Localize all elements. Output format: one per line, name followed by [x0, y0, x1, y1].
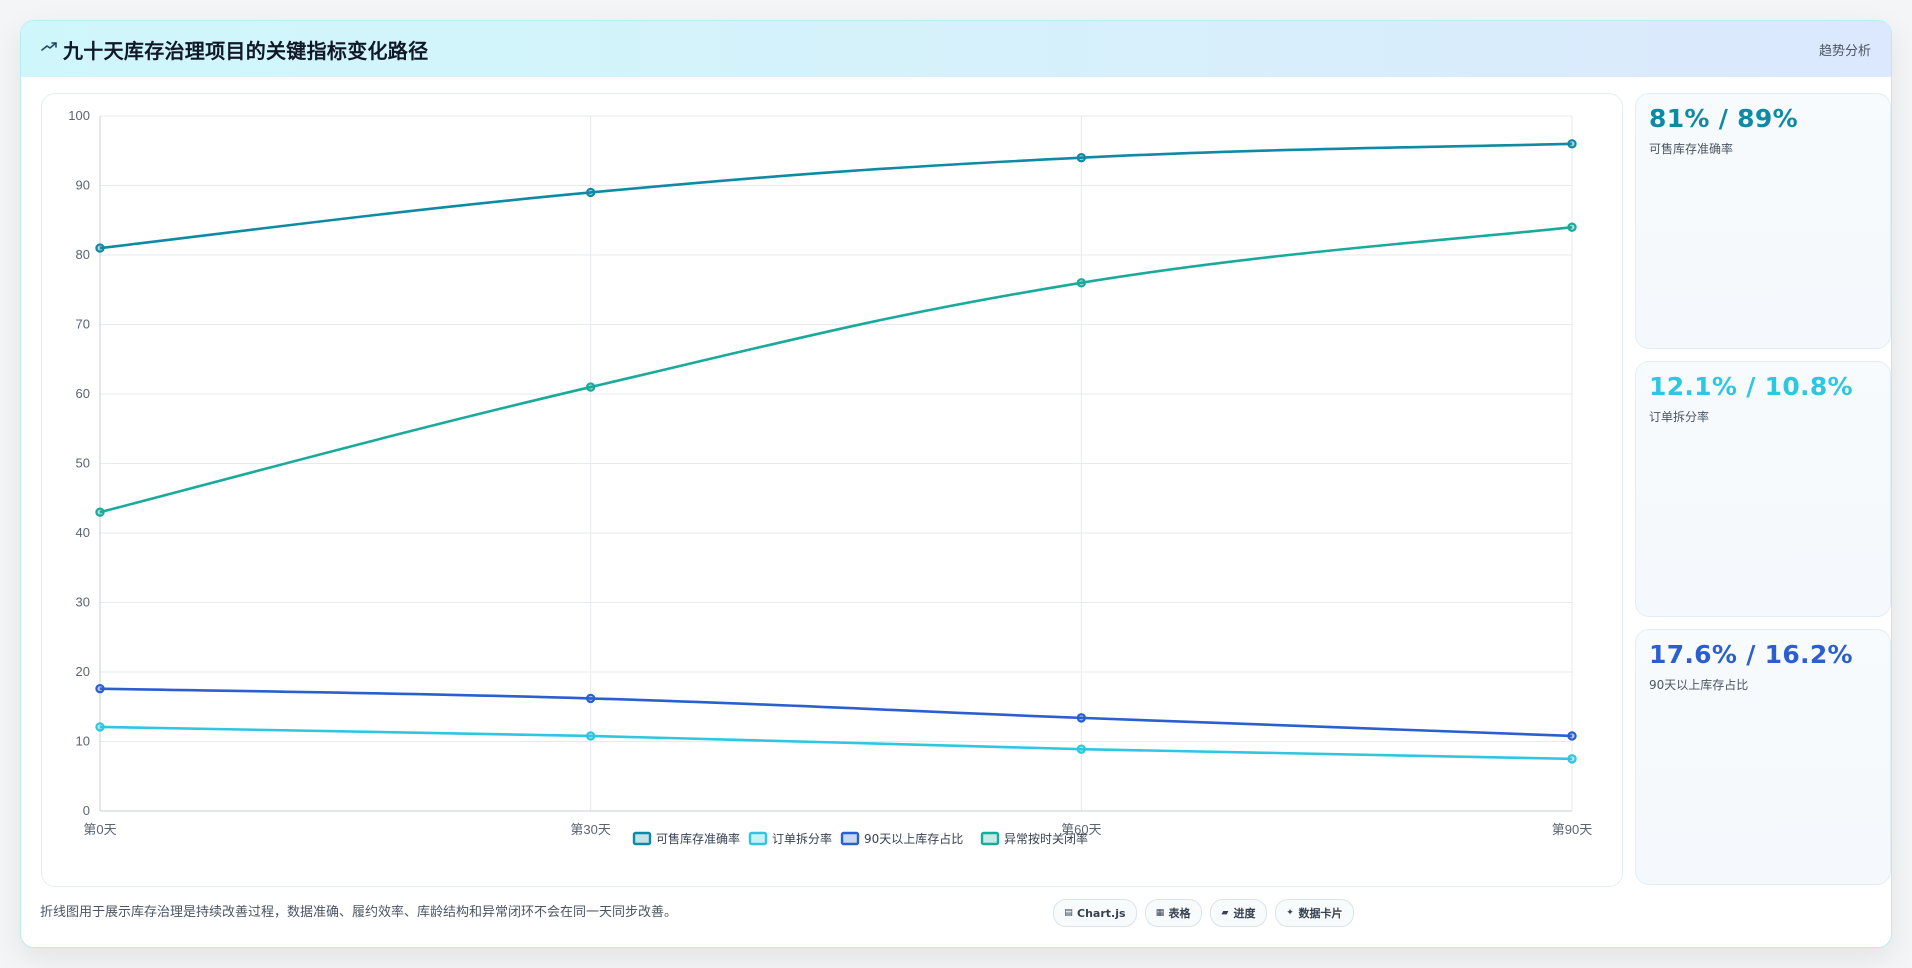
kpi-value: 81% / 89%	[1649, 104, 1798, 133]
chart-icon: ▤	[1064, 907, 1073, 918]
chartjs-pill[interactable]: ▤ Chart.js	[1053, 899, 1137, 927]
kpi-card-accuracy: 81% / 89% 可售库存准确率	[1635, 93, 1891, 349]
legend-label: 90天以上库存占比	[864, 831, 963, 846]
data-point	[1567, 731, 1577, 741]
y-tick-label: 100	[68, 108, 90, 123]
pill-label: 表格	[1168, 907, 1191, 920]
dashboard-card: 九十天库存治理项目的关键指标变化路径 趋势分析 0 10 20 30 40 50 60 70 8…	[20, 20, 1892, 948]
y-tick-label: 30	[76, 595, 90, 610]
kpi-label: 90天以上库存占比	[1649, 678, 1749, 692]
data-card-pill[interactable]: ✦ 数据卡片	[1274, 899, 1354, 927]
legend-swatch	[840, 831, 860, 846]
data-point	[95, 243, 105, 253]
series-line-3	[99, 225, 1573, 514]
data-point	[95, 683, 105, 694]
trend-line-icon	[41, 42, 57, 51]
legend-label: 可售库存准确率	[656, 831, 740, 846]
data-point	[1076, 153, 1087, 163]
card-header: 九十天库存治理项目的关键指标变化路径 趋势分析	[21, 21, 1891, 77]
progress-pill[interactable]: ▰ 进度	[1209, 899, 1267, 927]
y-tick-label: 10	[76, 734, 90, 749]
data-point	[585, 693, 596, 704]
series-line-2	[99, 687, 1573, 738]
kpi-value: 17.6% / 16.2%	[1649, 640, 1853, 669]
y-tick-label: 70	[76, 317, 90, 332]
data-point	[95, 507, 105, 517]
legend-swatch	[980, 831, 1000, 846]
legend-label: 订单拆分率	[772, 831, 832, 846]
page-title: 九十天库存治理项目的关键指标变化路径	[63, 39, 429, 63]
footer-note: 折线图用于展示库存治理是持续改善过程，数据准确、履约效率、库龄结构和异常闭环不会…	[40, 905, 678, 920]
data-point	[1567, 222, 1577, 232]
y-tick-label: 90	[76, 178, 90, 193]
card-icon: ✦	[1286, 907, 1294, 918]
kpi-card-aged-stock: 17.6% / 16.2% 90天以上库存占比	[1635, 629, 1891, 885]
y-tick-label: 60	[76, 386, 90, 401]
x-tick-label: 第90天	[1552, 822, 1592, 837]
data-point	[585, 731, 596, 741]
data-point	[95, 722, 105, 732]
series-line-0	[99, 142, 1573, 250]
view-toggle-group: ▤ Chart.js ▦ 表格 ▰ 进度 ✦ 数据卡片	[1053, 899, 1354, 927]
data-point	[1567, 139, 1577, 149]
kpi-label: 可售库存准确率	[1649, 142, 1734, 156]
y-tick-label: 50	[76, 456, 90, 471]
data-point	[1076, 278, 1087, 288]
kpi-card-split-rate: 12.1% / 10.8% 订单拆分率	[1635, 361, 1891, 617]
y-tick-label: 80	[76, 247, 90, 262]
table-pill[interactable]: ▦ 表格	[1144, 899, 1202, 927]
x-tick-label: 第60天	[1061, 822, 1101, 837]
x-tick-label: 第30天	[570, 822, 610, 837]
legend-swatch	[632, 831, 652, 846]
data-point	[585, 382, 596, 392]
header-tag: 趋势分析	[1818, 44, 1871, 59]
x-tick-label: 第0天	[83, 822, 116, 837]
table-icon: ▦	[1155, 907, 1165, 918]
y-tick-label: 0	[83, 803, 90, 818]
legend-swatch	[748, 831, 768, 846]
data-point	[1076, 713, 1087, 723]
series-line-1	[99, 725, 1573, 761]
legend-label: 异常按时关闭率	[1004, 831, 1088, 846]
chart-panel: 0 10 20 30 40 50 60 70 80 90 100 第0天 第30天 第60天 第90天可售库…	[41, 93, 1623, 887]
data-point	[1567, 754, 1577, 764]
pill-label: 进度	[1233, 907, 1256, 920]
y-tick-label: 20	[76, 664, 90, 679]
line-chart: 0 10 20 30 40 50 60 70 80 90 100 第0天 第30天 第60天 第90天可售库…	[68, 108, 1592, 846]
kpi-label: 订单拆分率	[1649, 410, 1710, 424]
pill-label: 数据卡片	[1298, 907, 1343, 920]
pill-label: Chart.js	[1077, 906, 1126, 920]
kpi-value: 12.1% / 10.8%	[1649, 372, 1853, 401]
y-tick-label: 40	[76, 525, 90, 540]
data-point	[585, 187, 596, 198]
progress-icon: ▰	[1221, 907, 1229, 918]
data-point	[1076, 744, 1087, 754]
